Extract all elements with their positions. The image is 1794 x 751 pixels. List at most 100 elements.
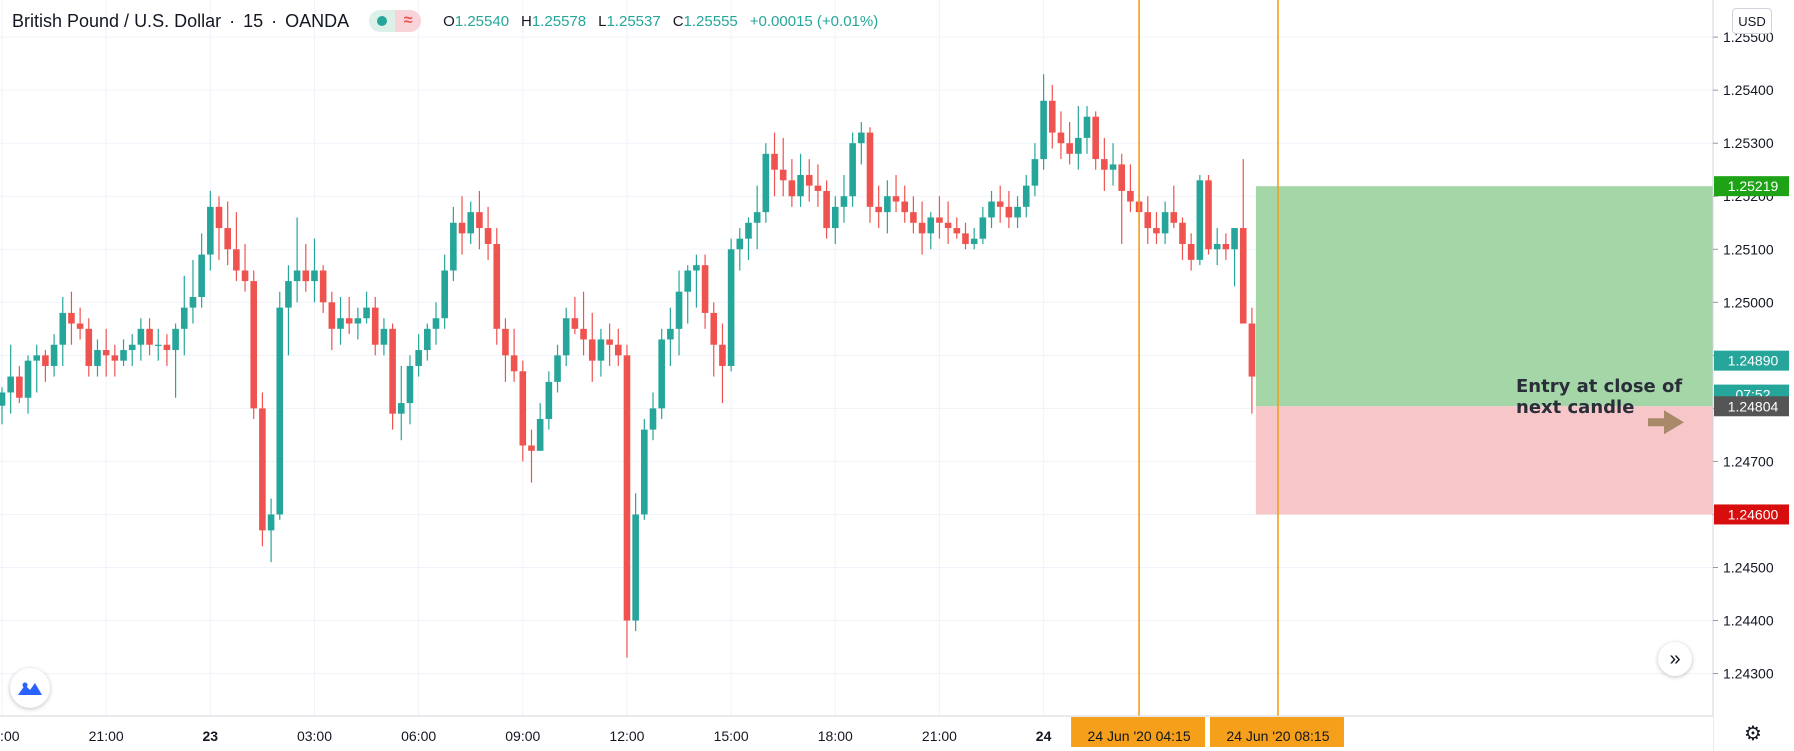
candle-up [198,233,205,308]
candle-body [996,201,1004,207]
candle-up [7,344,14,414]
price-badge-stop: 1.24600 [1714,504,1789,525]
market-status-pill[interactable]: ≈ [369,10,422,32]
candle-body [432,318,440,329]
time-scale-bg [0,716,1713,751]
price-badge-text: 1.24600 [1728,506,1779,522]
candle-body [927,217,935,234]
candle-body [180,307,188,329]
candle-down [215,196,223,260]
candle-body [762,153,770,213]
candle-body [901,201,909,213]
candle-up [797,153,804,207]
candle-up [180,275,188,356]
candle-body [823,190,830,229]
candle-up [172,323,179,398]
candle-down [623,344,631,658]
candle-body [120,350,127,361]
candle-body [510,355,518,372]
double-chevron-right-icon[interactable]: » [1658,642,1692,676]
candle-body [632,514,639,621]
candle-body [397,403,405,414]
gear-icon[interactable]: ⚙ [1744,722,1762,745]
candle-body [337,318,344,329]
candle-body [1101,159,1108,170]
candle-body [536,418,544,451]
candle-down [102,328,110,377]
candle-body [528,445,535,451]
candle-body [198,254,205,298]
candle-up [467,201,475,244]
ohlc-high: H1.25578 [521,12,587,30]
ohlc-change: +0.00015 (+0.01%) [749,12,879,30]
candle-up [684,265,692,324]
interval-label[interactable]: 15 [243,10,264,31]
candle-down [953,217,961,239]
candle-down [580,291,587,356]
candle-body [476,212,483,229]
x-tick-label: 21:00 [89,728,124,744]
candle-body [1022,185,1030,207]
candle-body [1127,190,1134,202]
candle-body [710,312,718,345]
candle-down [1179,217,1186,260]
candle-body [94,350,101,366]
candle-body [0,392,6,406]
candle-body [389,328,396,414]
candle-body [42,355,49,366]
currency-button[interactable]: USD [1732,8,1772,34]
candle-body [953,228,961,234]
candle-down [1248,307,1256,414]
candle-up [154,328,162,361]
candle-down [163,334,171,366]
candle-up [1231,228,1238,287]
candle-up [884,180,891,234]
candle-body [302,270,310,282]
y-tick-label: 1.25300 [1723,135,1774,151]
price-badge-bg [1714,504,1789,525]
candle-up [632,493,639,632]
candle-body [1057,132,1065,144]
candle-down [328,291,336,351]
x-tick-label: 09:00 [505,728,540,744]
candle-down [779,137,787,197]
candle-body [111,355,119,361]
candle-up [562,307,570,366]
candle-body [285,281,292,308]
entry-annotation: Entry at close of next candle [1516,376,1682,418]
symbol-name[interactable]: British Pound / U.S. Dollar [12,10,222,31]
ohlc-close: C1.25555 [672,12,738,30]
candle-down [241,243,249,292]
candle-body [1118,164,1126,191]
candle-body [1083,116,1091,138]
candle-down [701,254,709,329]
candle-body [641,429,648,515]
candle-down [805,159,813,202]
candle-up [641,418,648,520]
candle-down [528,429,535,483]
ohlc-low: L1.25537 [598,12,661,30]
candle-body [779,169,787,181]
candle-body [693,265,700,271]
ohlc-values: O1.25540 H1.25578 L1.25537 C1.25555 +0.0… [443,13,878,30]
candle-down [1101,137,1108,191]
candle-down [510,328,518,382]
tradingview-logo-icon[interactable] [10,668,50,708]
candle-up [1213,228,1221,266]
candle-up [1109,143,1117,186]
candle-body [727,249,735,366]
candle-down [1187,233,1195,271]
x-tick-label: 03:00 [297,728,332,744]
candle-body [1092,116,1099,160]
candle-down [614,328,622,366]
candle-up [120,339,127,366]
candle-up [1014,196,1021,229]
loss-zone [1255,406,1713,515]
candle-up [415,334,422,377]
candle-up [1040,74,1047,170]
candle-body [805,175,813,186]
candle-body [328,302,336,329]
candle-down [823,180,830,239]
candle-down [458,196,466,255]
